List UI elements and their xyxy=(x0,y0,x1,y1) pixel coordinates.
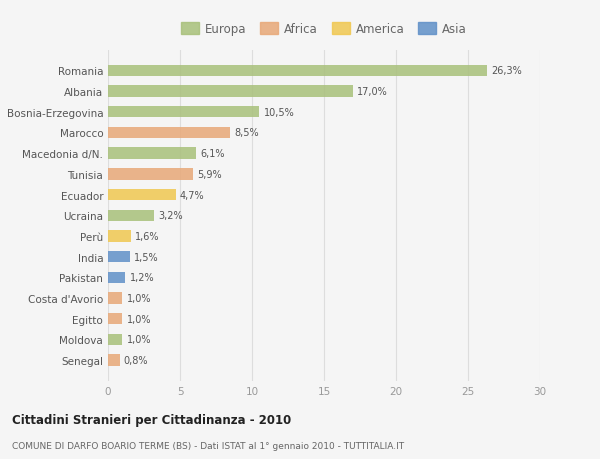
Bar xyxy=(108,355,119,366)
Text: 17,0%: 17,0% xyxy=(357,87,388,97)
Text: 1,0%: 1,0% xyxy=(127,335,151,345)
Bar xyxy=(108,313,122,325)
Text: Cittadini Stranieri per Cittadinanza - 2010: Cittadini Stranieri per Cittadinanza - 2… xyxy=(12,413,291,426)
Bar xyxy=(108,86,353,97)
Bar xyxy=(108,190,176,201)
Text: 10,5%: 10,5% xyxy=(263,107,294,118)
Bar xyxy=(108,128,230,139)
Text: 3,2%: 3,2% xyxy=(158,211,183,221)
Text: 5,9%: 5,9% xyxy=(197,169,222,179)
Bar xyxy=(108,252,130,263)
Text: 1,0%: 1,0% xyxy=(127,314,151,324)
Bar xyxy=(108,148,196,159)
Text: 0,8%: 0,8% xyxy=(124,355,148,365)
Bar xyxy=(108,272,125,283)
Text: 1,6%: 1,6% xyxy=(136,231,160,241)
Text: 26,3%: 26,3% xyxy=(491,66,522,76)
Text: COMUNE DI DARFO BOARIO TERME (BS) - Dati ISTAT al 1° gennaio 2010 - TUTTITALIA.I: COMUNE DI DARFO BOARIO TERME (BS) - Dati… xyxy=(12,441,404,450)
Legend: Europa, Africa, America, Asia: Europa, Africa, America, Asia xyxy=(179,20,469,38)
Bar xyxy=(108,231,131,242)
Text: 1,2%: 1,2% xyxy=(130,273,154,283)
Bar xyxy=(108,66,487,77)
Bar xyxy=(108,293,122,304)
Bar xyxy=(108,210,154,221)
Bar xyxy=(108,107,259,118)
Bar xyxy=(108,334,122,345)
Bar xyxy=(108,169,193,180)
Text: 4,7%: 4,7% xyxy=(180,190,205,200)
Text: 1,0%: 1,0% xyxy=(127,293,151,303)
Text: 6,1%: 6,1% xyxy=(200,149,224,159)
Text: 8,5%: 8,5% xyxy=(235,128,259,138)
Text: 1,5%: 1,5% xyxy=(134,252,158,262)
